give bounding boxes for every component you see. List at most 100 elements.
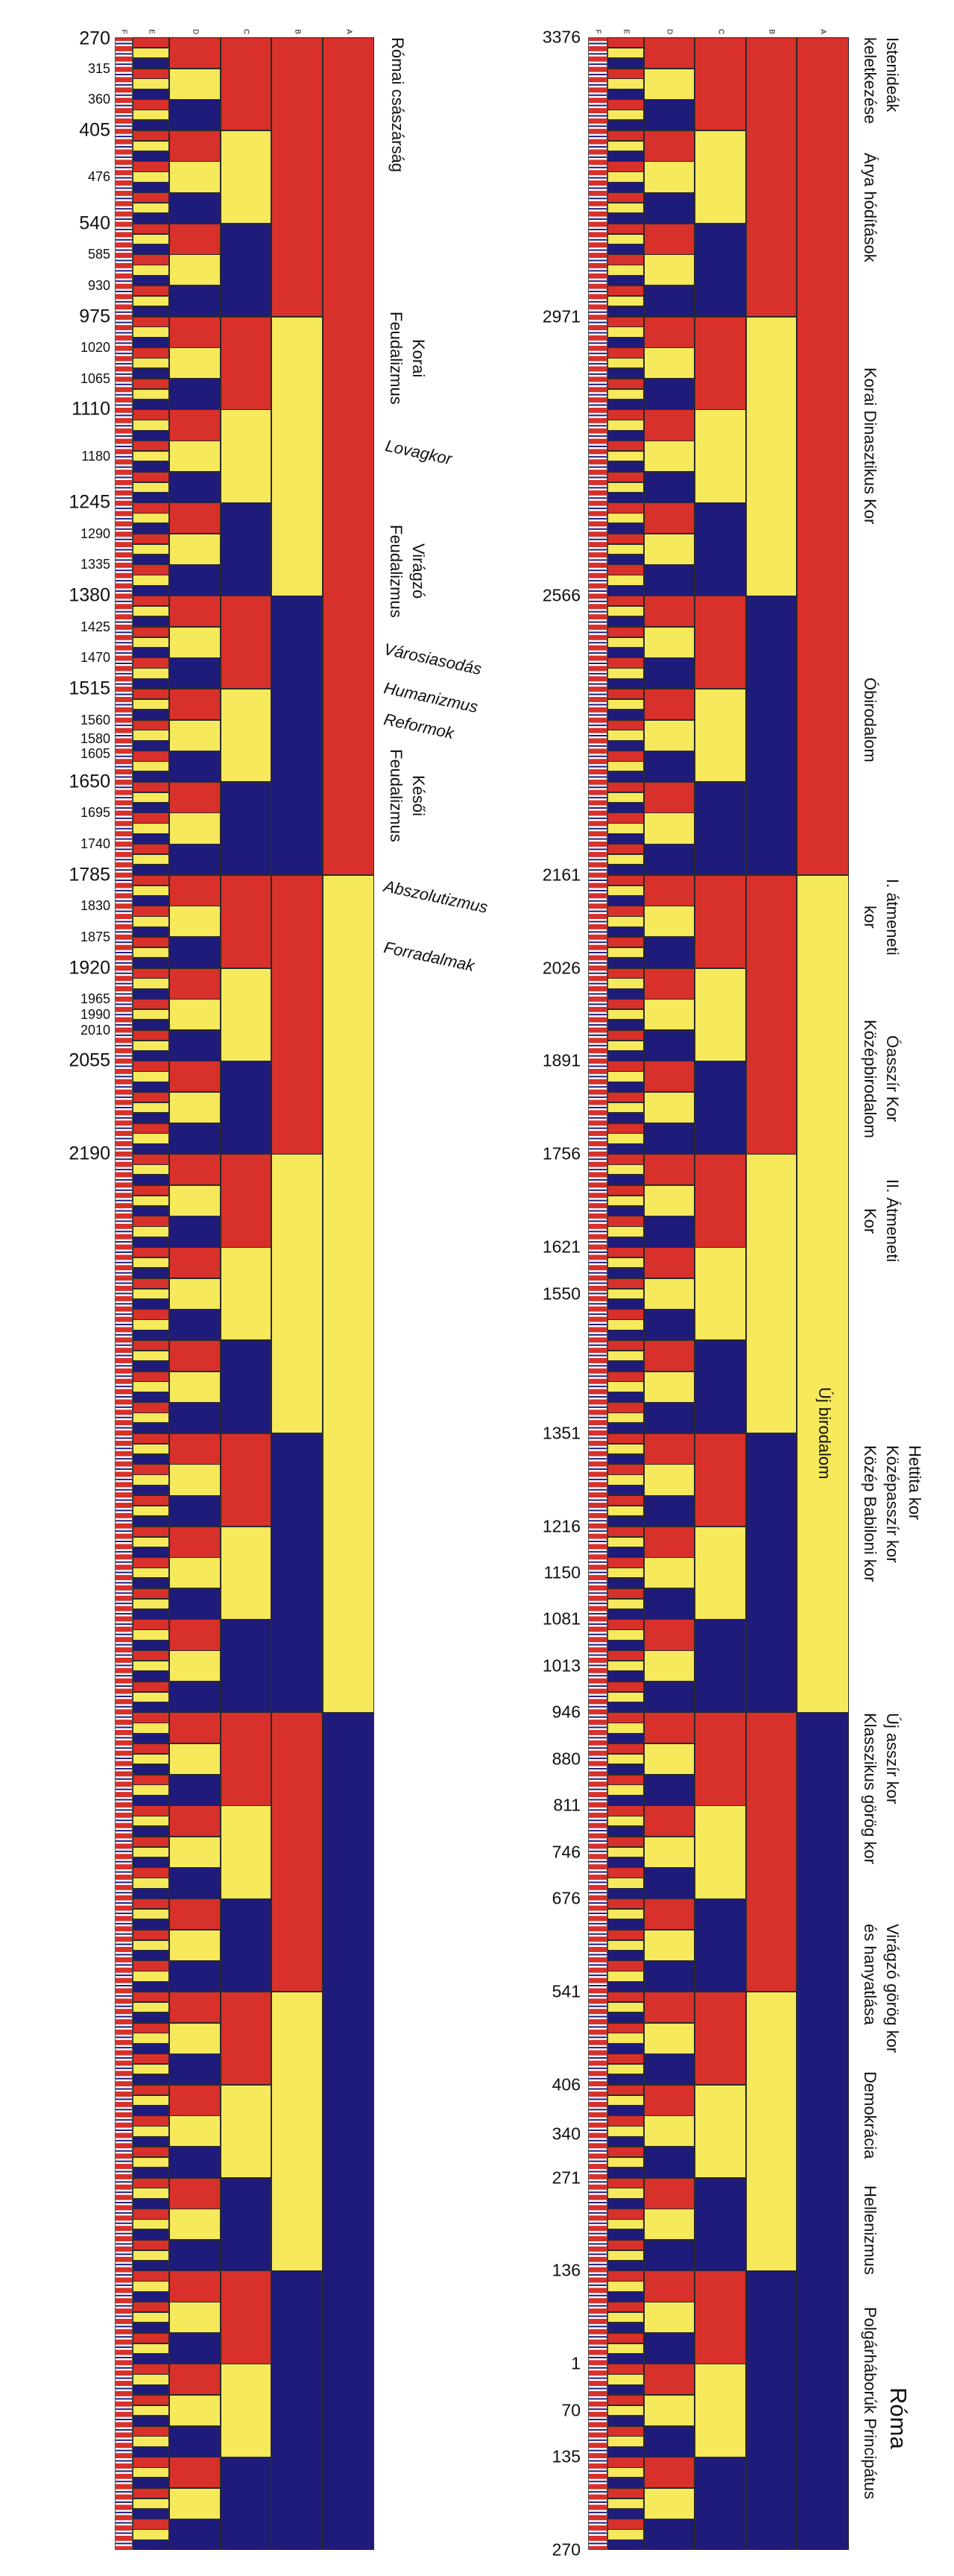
right-column-c-cell [695, 409, 746, 503]
right-column-e-cell [607, 2260, 644, 2271]
left-column-e-cell [133, 1402, 169, 1413]
right-column-e-cell [607, 1629, 644, 1641]
right-column-e-cell [607, 596, 644, 607]
left-column-c-cell [221, 2457, 271, 2551]
right-column-e-cell [607, 1040, 644, 1051]
left-column-e-cell [133, 1795, 169, 1806]
left-column-e-cell [133, 2457, 169, 2468]
period-label-line: Virágzó [409, 543, 428, 599]
left-column-e-cell [133, 1464, 169, 1475]
period-label-line: Polgárháborúk Principátus [861, 2307, 879, 2500]
left-column-d-cell [169, 936, 221, 968]
right-column-e-cell [607, 585, 644, 596]
right-column-e-cell [607, 2405, 644, 2416]
left-column-letter-b: B [293, 29, 301, 34]
left-column-d-cell [169, 1433, 221, 1465]
right-column-e-cell [607, 1774, 644, 1785]
left-column-c-cell [221, 1991, 271, 2086]
right-column-e-cell [607, 719, 644, 730]
left-column-e-cell [133, 2311, 169, 2323]
left-column-e-cell [133, 244, 169, 255]
left-column-d-cell [169, 1184, 221, 1216]
right-column-e-cell [607, 1495, 644, 1506]
right-column-d-cell [644, 1433, 695, 1465]
right-column-c-cell [695, 596, 746, 689]
left-column-d-cell [169, 1619, 221, 1651]
left-column-e-cell [133, 1061, 169, 1072]
right-column-e-cell [607, 2539, 644, 2551]
right-column-d-cell [644, 999, 695, 1031]
right-column-c-cell [695, 316, 746, 410]
right-column-d-cell [644, 2487, 695, 2519]
right-period-label: Polgárháborúk Principátus [859, 2307, 881, 2499]
right-column-e-cell [607, 709, 644, 721]
left-column-c-cell [221, 2364, 271, 2457]
left-column-e-cell [133, 471, 169, 482]
left-column-e-cell [133, 2302, 169, 2313]
left-column-e-cell [133, 605, 169, 617]
right-column-e-cell [607, 978, 644, 989]
right-column-e-cell [607, 2364, 644, 2375]
right-period-label: Új birodalom [813, 1387, 835, 1480]
right-year-label: 2971 [542, 306, 581, 326]
right-column-e-cell [607, 1898, 644, 1910]
left-column-e-cell [133, 182, 169, 193]
left-column-d-cell [169, 967, 221, 1000]
left-column-e-cell [133, 1939, 169, 1951]
right-column-c-cell [695, 2457, 746, 2551]
left-column-d-cell [169, 1061, 221, 1093]
right-column-d-cell [644, 2332, 695, 2364]
right-column-e-cell [607, 1154, 644, 1165]
left-column-e-cell [133, 781, 169, 793]
right-column-e-cell [607, 1433, 644, 1445]
right-column-e-cell [607, 1515, 644, 1527]
left-column-e-cell [133, 1991, 169, 2003]
right-column-e-cell [607, 110, 644, 121]
right-column-e-cell [607, 740, 644, 751]
right-column-e-cell [607, 1971, 644, 1982]
left-column-d-cell [169, 1216, 221, 1248]
right-column-e-cell [607, 1402, 644, 1413]
right-column-b-cell [746, 2270, 797, 2551]
right-column-d-cell [644, 1960, 695, 1992]
right-column-e-cell [607, 988, 644, 1000]
left-year-label: 585 [87, 247, 110, 262]
right-column-c-cell [695, 1991, 746, 2086]
right-column-e-cell [607, 1216, 644, 1227]
left-column-e-cell [133, 1174, 169, 1186]
left-column-c-cell [221, 130, 271, 224]
left-column-e-cell [133, 1123, 169, 1134]
right-column-d-cell [644, 1247, 695, 1279]
left-column-d-cell [169, 285, 221, 318]
right-column-e-cell [607, 1381, 644, 1392]
right-year-label: 2566 [542, 585, 581, 605]
right-column-e-cell [607, 1670, 644, 1682]
left-column-e-cell [133, 596, 169, 607]
right-column-e-cell [607, 936, 644, 948]
right-column-e-cell [607, 47, 644, 59]
left-column-e-cell [133, 2519, 169, 2530]
left-year-label: 1990 [80, 1006, 110, 1022]
right-column-e-cell [607, 2239, 644, 2251]
right-column-e-cell [607, 119, 644, 131]
right-column-d-cell [644, 471, 695, 503]
right-column-e-cell [607, 367, 644, 379]
left-column-e-cell [133, 326, 169, 338]
left-column-e-cell [133, 492, 169, 503]
right-column-c-cell [695, 1712, 746, 1806]
left-column-d-cell [169, 254, 221, 286]
right-column-e-cell [607, 1319, 644, 1330]
left-column-e-cell [133, 802, 169, 813]
right-column-e-cell [607, 1805, 644, 1816]
right-column-e-cell [607, 99, 644, 110]
left-column-e-cell [133, 844, 169, 855]
right-column-e-cell [607, 1753, 644, 1765]
right-column-e-cell [607, 1309, 644, 1320]
left-column-e-cell [133, 1433, 169, 1445]
left-column-b-cell [271, 37, 323, 318]
right-column-e-cell [607, 1474, 644, 1486]
right-column-e-cell [607, 1908, 644, 1920]
left-column-d-cell [169, 781, 221, 813]
left-column-d-cell [169, 347, 221, 379]
left-column-e-cell [133, 68, 169, 79]
